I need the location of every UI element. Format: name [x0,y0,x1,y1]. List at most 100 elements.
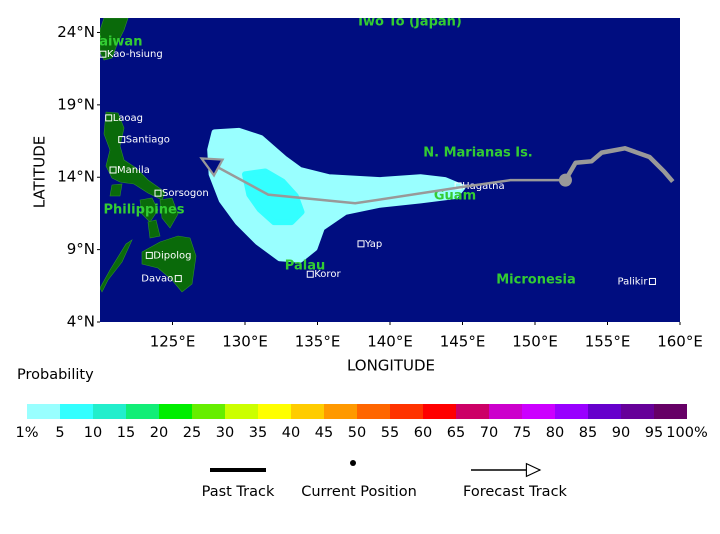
region-label: Taiwan [92,35,142,50]
legend-label: Past Track [202,484,275,500]
y-tick-label: 4°N [67,313,95,331]
scale-label: 95 [645,425,663,441]
place-label: Hagatna [462,181,505,192]
scale-label: 60 [414,425,432,441]
scale-box [159,404,192,419]
legend-current-position [350,460,356,466]
scale-label: 70 [480,425,498,441]
place-label: Kao-hsiung [107,49,163,60]
scale-box [93,404,126,419]
legend-label: Current Position [301,484,417,500]
region-label: Palau [285,259,325,274]
scale-label: 25 [183,425,201,441]
place-marker [109,166,117,174]
scale-label: 80 [546,425,564,441]
x-tick-label: 130°E [222,333,268,351]
scale-title: Probability [17,367,94,383]
legend-label: Forecast Track [463,484,568,500]
scale-label: 85 [579,425,597,441]
current-position [558,173,572,187]
place-label: Koror [314,269,341,280]
region-label: Micronesia [496,273,575,288]
mindanao-land [141,235,197,293]
taiwan-land [100,18,129,61]
x-tick-label: 145°E [440,333,486,351]
scale-box [27,404,60,419]
x-tick-label: 125°E [150,333,196,351]
place-marker [306,270,314,278]
swath-area [207,127,466,263]
samar-land [159,197,179,229]
scale-label: 20 [150,425,168,441]
scale-label: 30 [216,425,234,441]
scale-box [588,404,621,419]
place-label: Laoag [113,113,143,124]
scale-box [456,404,489,419]
scale-label: 5 [55,425,64,441]
probability-swath [207,127,466,263]
place-marker [174,275,182,283]
scale-box [357,404,390,419]
scale-box [225,404,258,419]
region-label: Guam [434,189,476,204]
scale-box [423,404,456,419]
place-marker [154,189,162,197]
place-label: Davao [141,274,173,285]
place-label: Sorsogon [162,188,209,199]
scale-box [522,404,555,419]
ocean [100,18,680,322]
scale-box [60,404,93,419]
place-marker [145,251,153,259]
scale-label: 65 [447,425,465,441]
place-marker [357,240,365,248]
place-marker [118,136,126,144]
place-marker [105,114,113,122]
x-tick-label: 155°E [585,333,631,351]
scale-box [621,404,654,419]
y-tick-label: 24°N [57,23,95,41]
place-label: Santiago [126,135,170,146]
scale-label: 15 [117,425,135,441]
region-label: Philippines [103,203,184,218]
scale-box [126,404,159,419]
scale-box [324,404,357,419]
scale-box [555,404,588,419]
x-axis-label: LONGITUDE [347,357,435,375]
x-tick-label: 135°E [295,333,341,351]
scale-box [258,404,291,419]
scale-label: 75 [513,425,531,441]
scale-label: 100% [666,425,707,441]
y-axis-label: LATITUDE [31,136,49,209]
y-tick-label: 9°N [67,240,95,258]
place-marker [648,277,656,285]
scale-label: 40 [282,425,300,441]
past-track [563,146,675,184]
x-tick-label: 160°E [657,333,703,351]
scale-label: 10 [84,425,102,441]
scale-box [390,404,423,419]
map-overlay: Iwo To (Japan) Taiwan Philippines N. Mar… [92,15,675,288]
mindoro-land [109,183,123,197]
scale-box [489,404,522,419]
panay-land [139,197,159,223]
scale-box [654,404,687,419]
scale-label: 35 [249,425,267,441]
map-area: Iwo To (Japan) Taiwan Philippines N. Mar… [92,15,680,322]
scale-box [192,404,225,419]
forecast-track [202,158,566,205]
region-label: Iwo To (Japan) [358,15,462,30]
scale-label: 45 [315,425,333,441]
x-tick-label: 140°E [367,333,413,351]
place-label: Manila [117,165,150,176]
scale-label: 90 [612,425,630,441]
land [100,18,197,293]
scale-label: 50 [348,425,366,441]
negros-land [147,219,161,239]
y-tick-label: 19°N [57,95,95,113]
scale-box [291,404,324,419]
x-tick-label: 150°E [512,333,558,351]
swath-area [242,168,305,226]
place-marker [100,50,107,58]
palawan-land [100,239,133,293]
